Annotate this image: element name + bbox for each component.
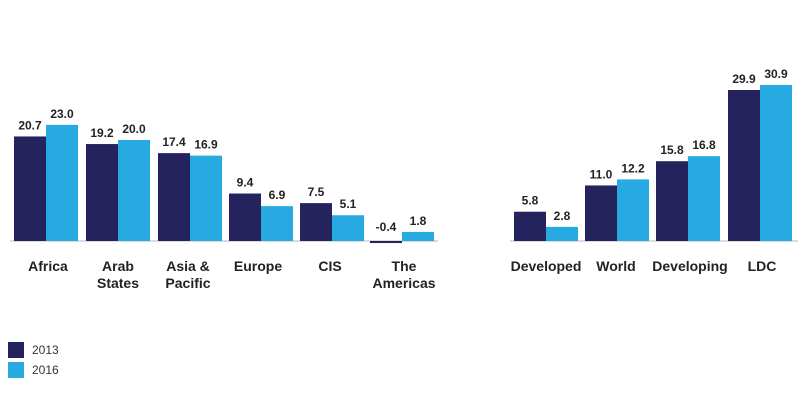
bar-2013-europe [229, 193, 261, 241]
value-label-2016-ldc: 30.9 [764, 67, 788, 81]
category-label-world: World [596, 258, 635, 274]
value-label-2013-developed: 5.8 [522, 194, 539, 208]
category-label-arab-states: Arab States [97, 258, 139, 291]
value-label-2013-asia-pacific: 17.4 [162, 135, 186, 149]
bar-2013-world [585, 185, 617, 241]
category-label-the-americas: The Americas [372, 258, 435, 291]
category-label-europe: Europe [234, 258, 282, 274]
category-label-developed: Developed [511, 258, 582, 274]
bar-2016-cis [332, 215, 364, 241]
value-label-2013-world: 11.0 [590, 167, 613, 181]
bars-group [14, 84, 792, 244]
value-label-2016-developed: 2.8 [554, 209, 571, 223]
value-label-2016-europe: 6.9 [269, 188, 286, 202]
bar-2016-africa [46, 124, 78, 241]
value-label-2013-developing: 15.8 [660, 143, 684, 157]
bar-2013-cis [300, 203, 332, 241]
value-label-2013-the-americas: -0.4 [376, 220, 397, 234]
bar-2016-the-americas [402, 231, 434, 241]
bar-2016-developed [546, 226, 578, 241]
bar-2016-arab-states [118, 140, 150, 241]
legend-label-2013: 2013 [32, 343, 59, 357]
bar-2016-world [617, 179, 649, 241]
bar-2016-europe [261, 206, 293, 241]
bar-2016-developing [688, 156, 720, 241]
value-label-2013-europe: 9.4 [237, 176, 254, 190]
value-label-2016-world: 12.2 [621, 161, 645, 175]
legend: 2013 2016 [8, 342, 59, 378]
value-label-2016-cis: 5.1 [340, 197, 357, 211]
bar-2013-ldc [728, 90, 760, 241]
bar-2016-ldc [760, 84, 792, 241]
value-label-2013-cis: 7.5 [308, 185, 325, 199]
bar-2013-asia-pacific [158, 153, 190, 241]
value-label-2016-africa: 23.0 [50, 107, 74, 121]
legend-label-2016: 2016 [32, 363, 59, 377]
bar-2013-developed [514, 211, 546, 241]
value-label-2013-arab-states: 19.2 [90, 126, 114, 140]
value-label-2016-asia-pacific: 16.9 [194, 138, 218, 152]
category-label-developing: Developing [652, 258, 727, 274]
bar-2013-developing [656, 161, 688, 241]
category-labels-group: Africa Arab States Asia & Pacific Europe CIS Th… [28, 258, 776, 291]
legend-swatch-2016 [8, 362, 24, 378]
value-label-2013-africa: 20.7 [18, 118, 42, 132]
bar-2013-arab-states [86, 144, 118, 241]
value-label-2016-developing: 16.8 [692, 138, 716, 152]
value-label-2013-ldc: 29.9 [732, 72, 756, 86]
category-label-africa: Africa [28, 258, 68, 274]
value-labels-group: 20.7 23.0 19.2 20.0 17.4 16.9 9.4 6.9 7.5 5.1 -0.4… [18, 67, 788, 234]
value-label-2016-arab-states: 20.0 [122, 122, 146, 136]
category-label-cis: CIS [318, 258, 341, 274]
bar-2013-africa [14, 136, 46, 241]
value-label-2016-the-americas: 1.8 [410, 214, 427, 228]
bar-2013-the-americas [370, 241, 402, 244]
legend-swatch-2013 [8, 342, 24, 358]
category-label-asia-pacific: Asia & Pacific [165, 258, 210, 291]
category-label-ldc: LDC [748, 258, 777, 274]
bar-2016-asia-pacific [190, 155, 222, 241]
